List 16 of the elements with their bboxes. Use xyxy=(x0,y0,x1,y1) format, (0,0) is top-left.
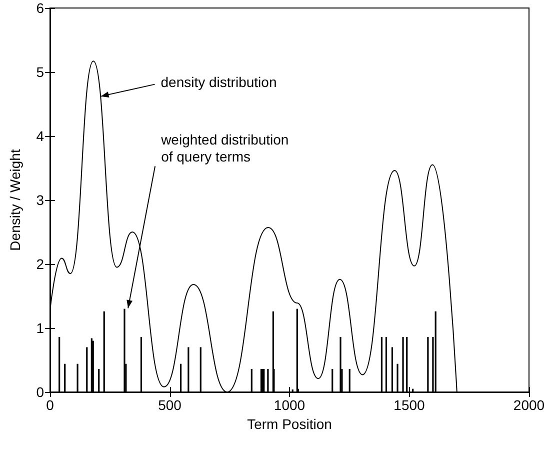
y-tick-label: 3 xyxy=(36,192,44,208)
y-tick-label: 1 xyxy=(36,320,44,336)
annotation: density distribution xyxy=(160,74,277,90)
y-tick-label: 5 xyxy=(36,64,44,80)
annotation: weighted distribution of query terms xyxy=(160,132,289,165)
y-tick-label: 6 xyxy=(36,0,44,16)
y-axis-title: Density / Weight xyxy=(7,149,23,251)
x-tick-label: 1500 xyxy=(394,397,426,413)
x-tick-label: 1000 xyxy=(274,397,306,413)
x-tick-label: 2000 xyxy=(513,397,545,413)
x-tick-label: 0 xyxy=(46,397,54,413)
x-tick-label: 500 xyxy=(158,397,182,413)
y-tick-label: 0 xyxy=(36,384,44,400)
y-tick-label: 4 xyxy=(36,128,44,144)
x-axis-title: Term Position xyxy=(247,416,332,432)
y-tick-label: 2 xyxy=(36,256,44,272)
